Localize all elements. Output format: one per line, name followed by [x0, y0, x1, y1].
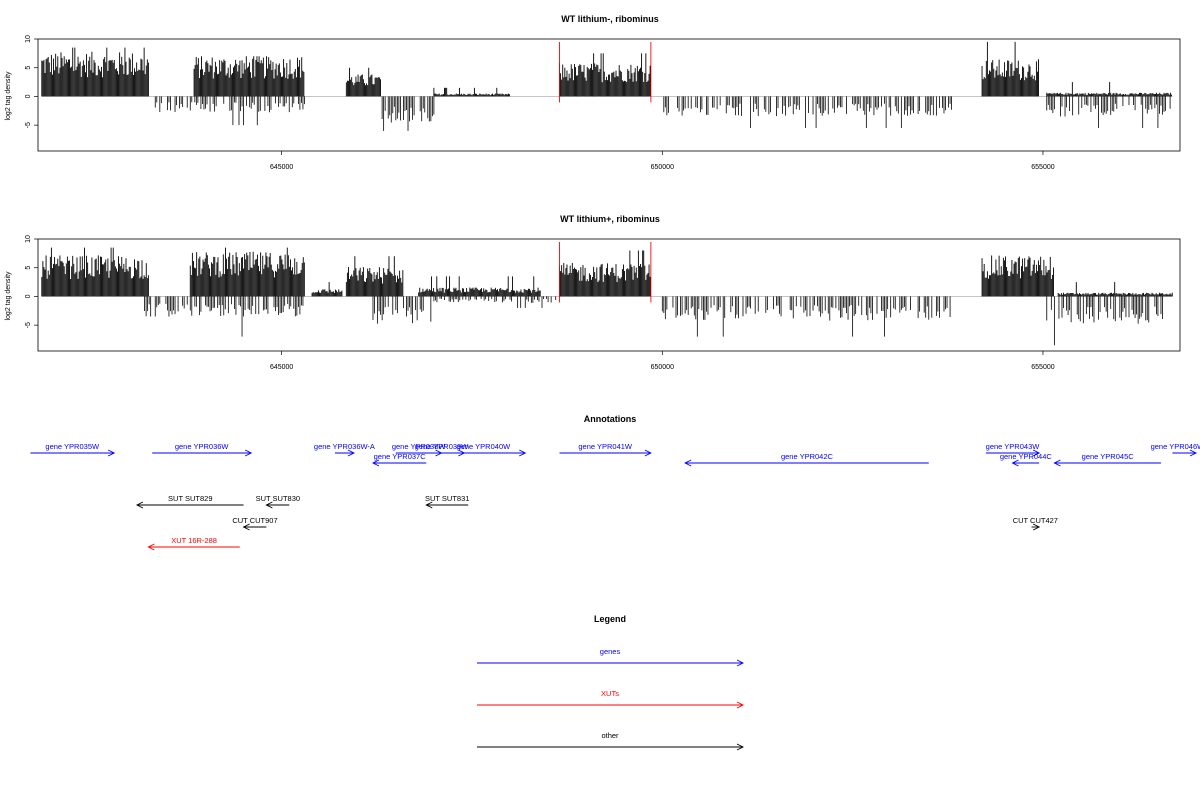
x-tick-label: 650000 — [651, 164, 674, 171]
y-tick-label: 5 — [25, 266, 32, 270]
annotation-arrow — [265, 501, 290, 509]
annotation-label: SUT SUT830 — [256, 494, 300, 503]
y-axis-label: log2 tag density — [5, 71, 12, 121]
annotation-arrow — [30, 449, 116, 457]
annotation-label: gene YPR044C — [1000, 452, 1053, 461]
annotation-arrow — [152, 449, 253, 457]
annotation-features: gene YPR035W gene YPR036W gene YPR036W-Age… — [30, 442, 1200, 551]
region-markers — [559, 242, 652, 303]
legend-items: genes XUTs other — [477, 647, 745, 751]
x-axis: 645000 650000 655000 — [270, 151, 1055, 171]
track-panel-lithium-plus: WT lithium+, ribominus log2 tag density … — [5, 214, 1181, 371]
legend-arrow-genes — [477, 659, 745, 667]
y-tick-label: 5 — [25, 66, 32, 70]
y-tick-label: -5 — [25, 322, 32, 328]
y-axis: -5 0 5 10 — [25, 35, 38, 128]
annotation-label: gene YPR040W — [457, 442, 512, 451]
annotation-arrow — [1053, 459, 1161, 467]
annotation-arrow — [559, 449, 652, 457]
annotation-arrow — [425, 501, 469, 509]
legend-label: other — [601, 731, 619, 740]
annotation-arrow — [1031, 523, 1041, 531]
annotation-label: CUT CUT427 — [1013, 516, 1058, 525]
annotation-label: SUT SUT831 — [425, 494, 469, 503]
y-tick-label: 10 — [25, 235, 32, 243]
annotations-track: Annotations gene YPR035W gene YPR036W gene… — [30, 414, 1200, 551]
annotation-label: gene YPR042C — [781, 452, 834, 461]
legend-title: Legend — [594, 614, 626, 624]
track-panel-lithium-minus: WT lithium-, ribominus log2 tag density … — [5, 14, 1181, 171]
y-axis-label: log2 tag density — [5, 271, 12, 321]
panel-title: WT lithium-, ribominus — [561, 14, 659, 24]
y-axis: -5 0 5 10 — [25, 235, 38, 328]
signal-bars — [41, 247, 1173, 346]
x-tick-label: 655000 — [1031, 364, 1054, 371]
x-tick-label: 645000 — [270, 164, 293, 171]
annotation-label: gene YPR045C — [1082, 452, 1135, 461]
y-tick-label: -5 — [25, 122, 32, 128]
annotation-label: gene YPR037C — [374, 452, 427, 461]
y-tick-label: 10 — [25, 35, 32, 43]
x-tick-label: 650000 — [651, 364, 674, 371]
annotation-arrow — [334, 449, 355, 457]
annotation-label: CUT CUT907 — [232, 516, 277, 525]
plot-frame — [37, 238, 1181, 352]
legend: Legend genes XUTs other — [477, 614, 745, 751]
annotation-label: gene YPR046W — [1151, 442, 1200, 451]
annotation-arrow — [684, 459, 929, 467]
legend-label: genes — [600, 647, 621, 656]
legend-arrow-other — [477, 743, 745, 751]
annotation-label: gene YPR035W — [45, 442, 100, 451]
annotation-arrow — [441, 449, 527, 457]
plot-frame — [37, 38, 1181, 152]
annotation-arrow — [371, 459, 427, 467]
annotation-label: SUT SUT829 — [168, 494, 212, 503]
signal-bars — [41, 41, 1173, 131]
legend-arrow-xuts — [477, 701, 745, 709]
annotation-arrow — [985, 449, 1041, 457]
annotations-title: Annotations — [584, 414, 637, 424]
y-tick-label: 0 — [25, 94, 32, 98]
annotation-label: gene YPR036W — [175, 442, 230, 451]
annotation-arrow — [147, 543, 240, 551]
annotation-label: gene YPR041W — [578, 442, 633, 451]
legend-label: XUTs — [601, 689, 619, 698]
annotation-label: gene YPR039W — [415, 442, 470, 451]
x-tick-label: 655000 — [1031, 164, 1054, 171]
annotation-arrow — [1172, 449, 1198, 457]
annotation-arrow — [135, 501, 244, 509]
annotation-label: gene YPR043W — [986, 442, 1041, 451]
annotation-arrow — [242, 523, 267, 531]
annotation-label: gene YPR038W — [392, 442, 447, 451]
annotation-label: XUT 16R-288 — [171, 536, 217, 545]
y-tick-label: 0 — [25, 294, 32, 298]
region-markers — [559, 42, 652, 103]
panel-title: WT lithium+, ribominus — [560, 214, 660, 224]
x-axis: 645000 650000 655000 — [270, 351, 1055, 371]
annotation-arrow — [1011, 459, 1040, 467]
annotation-label: gene YPR036W-A — [314, 442, 375, 451]
x-tick-label: 645000 — [270, 364, 293, 371]
